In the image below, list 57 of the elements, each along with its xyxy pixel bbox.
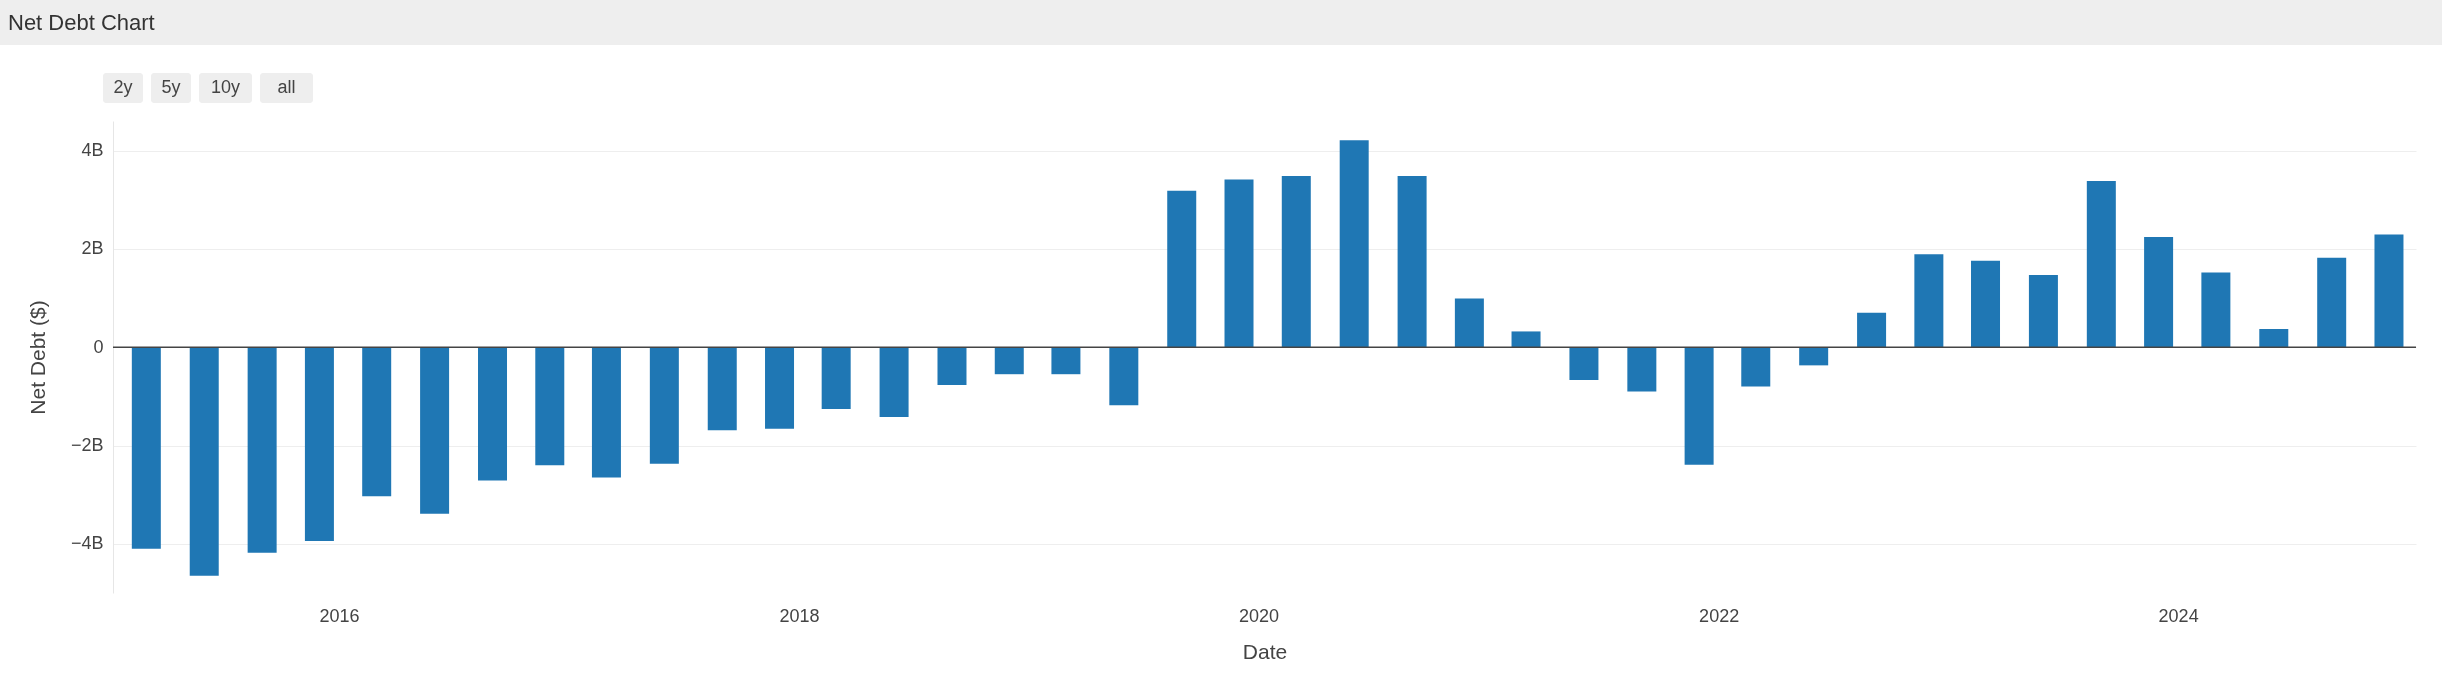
bar bbox=[1569, 347, 1599, 381]
bar bbox=[2317, 257, 2347, 348]
bar bbox=[131, 347, 161, 549]
bar bbox=[1914, 254, 1944, 348]
x-axis-title: Date bbox=[1242, 639, 1288, 663]
bar bbox=[2201, 272, 2231, 348]
bar bbox=[1224, 179, 1254, 348]
bar bbox=[2028, 274, 2058, 348]
bar bbox=[1627, 347, 1657, 392]
y-tick-label: 2B bbox=[81, 238, 104, 259]
bar bbox=[821, 347, 851, 410]
text: all bbox=[277, 77, 296, 97]
bar bbox=[420, 347, 450, 514]
bar bbox=[478, 347, 508, 481]
bar bbox=[1454, 298, 1484, 348]
text: 10y bbox=[210, 77, 241, 97]
bar bbox=[2259, 328, 2289, 348]
bar bbox=[1971, 260, 2001, 348]
y-axis-title: Net Debt ($) bbox=[25, 300, 49, 415]
bar bbox=[591, 347, 621, 478]
bar bbox=[2086, 180, 2116, 348]
bar bbox=[1051, 347, 1081, 375]
bar bbox=[649, 347, 679, 464]
bar bbox=[304, 347, 334, 541]
bar bbox=[707, 347, 737, 431]
bar bbox=[1799, 347, 1829, 366]
bar bbox=[1167, 190, 1197, 348]
x-tick-label: 2024 bbox=[2158, 605, 2199, 626]
bar bbox=[1339, 140, 1369, 348]
x-tick-label: 2016 bbox=[319, 605, 360, 626]
bar bbox=[535, 347, 565, 466]
text: 5y bbox=[161, 77, 181, 97]
bar bbox=[1511, 331, 1541, 348]
bar bbox=[1684, 347, 1714, 465]
bar bbox=[1857, 312, 1887, 348]
x-tick-label: 2020 bbox=[1239, 605, 1280, 626]
bar bbox=[362, 347, 392, 497]
bar bbox=[994, 347, 1024, 375]
y-tick-label: −2B bbox=[70, 435, 104, 455]
bar bbox=[2374, 234, 2404, 348]
bar bbox=[1109, 347, 1139, 406]
chart-title: Net Debt Chart bbox=[8, 10, 155, 35]
y-tick-label: −4B bbox=[70, 533, 104, 554]
bar bbox=[879, 347, 909, 417]
x-tick-label: 2022 bbox=[1699, 605, 1740, 626]
x-tick-label: 2018 bbox=[779, 605, 820, 626]
bar bbox=[189, 347, 219, 576]
y-tick-label: 4B bbox=[81, 140, 104, 160]
bar bbox=[2144, 237, 2174, 348]
bar bbox=[765, 347, 795, 429]
text: 2y bbox=[113, 77, 133, 97]
y-tick-label: 0 bbox=[93, 336, 104, 357]
bar bbox=[1397, 176, 1427, 348]
bar bbox=[937, 347, 967, 386]
bar bbox=[1741, 347, 1771, 387]
bar bbox=[247, 347, 277, 553]
bar bbox=[1281, 176, 1311, 348]
